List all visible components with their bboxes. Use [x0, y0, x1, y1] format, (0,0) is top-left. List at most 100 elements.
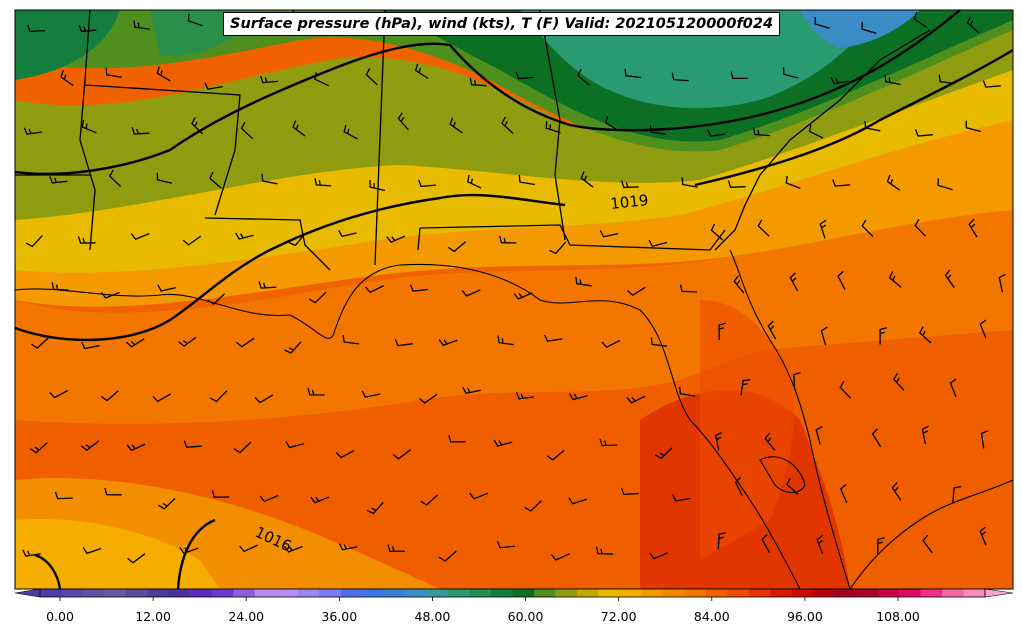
wind-barb [233, 441, 252, 454]
wind-barb [861, 219, 874, 237]
wind-barb [820, 326, 828, 346]
pressure-contours [15, 10, 1013, 589]
wind-barb [77, 236, 96, 244]
wind-barb [259, 494, 279, 503]
wind-barb [284, 341, 302, 354]
colorbar-segment [319, 589, 342, 597]
wind-barb [361, 390, 381, 398]
wind-barb [922, 534, 933, 554]
colorbar-tick-label: 108.00 [876, 609, 920, 624]
wind-barb [626, 395, 646, 404]
wind-barb [469, 492, 489, 500]
colorbar-segment [813, 589, 836, 597]
wind-barb [727, 180, 746, 188]
colorbar-tick-label: 72.00 [601, 609, 637, 624]
wind-barb [515, 392, 534, 400]
wind-barb [366, 501, 384, 515]
wind-barb [409, 284, 429, 292]
colorbar-segment [276, 589, 299, 597]
wind-barb [734, 476, 743, 496]
wind-barb [49, 389, 69, 399]
wind-barb [654, 447, 673, 460]
wind-barb [524, 500, 542, 512]
wind-barb [710, 223, 724, 241]
colorbar-segment [877, 589, 900, 597]
colorbar-segment [555, 589, 578, 597]
wind-barb [392, 449, 411, 460]
wind-barb [839, 381, 852, 399]
wind-barb [714, 431, 723, 451]
wind-barb [292, 120, 306, 137]
colorbar-segment [491, 589, 513, 597]
wind-barb [438, 339, 458, 347]
colorbar-segment [383, 589, 406, 597]
wind-barb [671, 72, 689, 82]
wind-barb [235, 337, 255, 348]
wind-barb [568, 393, 588, 401]
wind-barb [288, 233, 306, 247]
wind-barb [461, 289, 481, 297]
wind-barb [761, 534, 770, 553]
colorbar-segment [598, 589, 621, 597]
colorbar-tick-label: 48.00 [415, 609, 451, 624]
wind-barb [649, 124, 667, 135]
colorbar-segment [448, 589, 471, 597]
wind-barb [104, 487, 122, 496]
wind-barb [307, 387, 325, 396]
wind-barb [839, 483, 848, 503]
wind-barb [105, 67, 122, 78]
wind-barb [679, 284, 698, 293]
colorbar-segment [770, 589, 793, 597]
colorbar-segment [211, 589, 234, 597]
wind-barb [888, 271, 902, 288]
wind-barb [182, 235, 202, 246]
wind-barb [314, 177, 332, 187]
wind-barb [258, 281, 277, 289]
wind-barb [949, 378, 957, 398]
wind-barb [133, 20, 150, 30]
colorbar-segment [641, 589, 664, 597]
wind-barb [365, 285, 384, 294]
wind-barb [209, 390, 228, 403]
wind-barb [879, 327, 888, 345]
wind-barb [204, 82, 223, 90]
wind-barb [717, 532, 727, 550]
wind-barb [757, 219, 770, 237]
wind-barb [80, 440, 100, 452]
wind-barb [156, 66, 171, 82]
colorbar-segment [512, 589, 535, 597]
wind-barb [342, 335, 360, 345]
wind-barb [649, 552, 669, 560]
isobar-1016-south [176, 518, 216, 589]
wind-barb [518, 175, 535, 186]
wind-barb [627, 286, 646, 297]
wind-barb [621, 180, 639, 189]
wind-barb [764, 432, 776, 451]
state-borders [15, 10, 931, 271]
colorbar-segment [40, 589, 62, 597]
wind-barb [515, 71, 534, 80]
wind-barb [944, 269, 955, 288]
wind-barb [599, 438, 618, 447]
colorbar-min-extension [14, 588, 41, 598]
colorbar-segment [168, 589, 191, 597]
wind-barb [81, 120, 97, 134]
wind-barb [733, 275, 745, 294]
wind-barb [965, 120, 981, 133]
isobar-1019-east [694, 48, 1013, 187]
wind-barb [60, 70, 74, 87]
wind-barb [338, 543, 358, 551]
wind-barb [891, 482, 902, 501]
colorbar-segment [125, 589, 148, 597]
wind-barb [25, 234, 43, 248]
wind-barb [130, 232, 150, 240]
wind-barb [78, 24, 97, 33]
wind-barb [240, 121, 254, 140]
colorbar-segment [104, 589, 127, 597]
wind-barb [921, 425, 929, 445]
wind-barb [369, 180, 386, 192]
wind-barb [740, 379, 751, 396]
colorbar-segment [899, 589, 922, 597]
wind-barb [718, 322, 726, 341]
wind-barb [595, 546, 614, 555]
